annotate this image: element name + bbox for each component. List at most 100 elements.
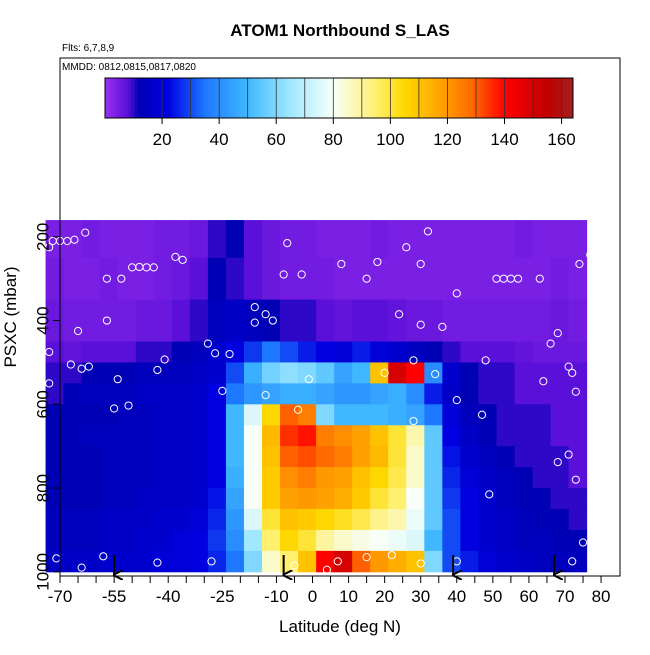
observation-point [225,349,234,359]
chart-title: ATOM1 Northbound S_LAS [230,21,449,40]
colorbar-swatch [245,78,249,118]
observation-point [571,387,580,396]
colorbar-swatch [400,78,404,118]
heat-cell [261,467,281,489]
colorbar-swatch [110,78,115,118]
heat-cell [496,341,515,363]
heat-cell [261,257,281,301]
heat-cell [298,404,317,426]
heat-cell [135,404,155,426]
heat-cell [370,257,389,301]
heat-cell [478,508,497,531]
heat-cell [298,299,317,342]
observation-point [102,316,111,325]
colorbar-swatch [321,78,325,118]
heat-cell [514,362,534,384]
colorbar-swatch [470,78,474,118]
observation-point [102,274,111,283]
heat-cell [388,362,407,384]
heat-cell [243,257,263,301]
heat-cell [81,508,101,531]
heat-cell [261,299,281,342]
heat-cell [514,467,534,489]
colorbar-swatch [116,78,121,118]
heat-cell [442,425,461,447]
colorbar-swatch [154,78,159,118]
colorbar-swatch [137,78,141,118]
heat-cell [442,508,461,531]
heat-cell [99,220,119,259]
heat-cell [370,299,389,342]
heat-cell [442,529,461,552]
colorbar-swatch [207,78,211,118]
colorbar-swatch [183,78,188,118]
heat-cell [388,488,407,510]
heat-cell [460,341,479,363]
colorbar-swatch [262,78,267,118]
x-tick-label: -10 [264,587,289,606]
heat-cell [243,467,263,489]
colorbar-swatch [432,78,436,118]
heat-cell [81,404,101,426]
colorbar-swatch [529,78,533,118]
heat-cell [352,257,371,301]
heat-cell [352,404,371,426]
x-tick-label: -40 [156,587,181,606]
heat-cell [45,446,65,468]
colorbar-swatch [169,78,173,118]
heat-cell [424,425,443,447]
heat-cell [568,220,588,259]
observation-point [481,356,490,365]
annotation: MMDD: 0812,0815,0817,0820 [62,62,196,73]
heat-cell [460,220,479,259]
observation-point [171,252,180,262]
colorbar-swatch [268,78,273,118]
heat-cell [63,220,83,259]
x-tick-label: 70 [556,587,575,606]
heat-cell [496,467,515,489]
heat-cell [81,383,101,405]
observation-point [423,227,433,236]
observation-point [416,320,425,329]
colorbar-swatch [482,78,486,118]
heat-cell [370,362,389,384]
heat-cell [460,299,479,342]
heat-cell [424,362,443,384]
heat-cell [388,299,407,342]
heat-cell [532,220,552,259]
y-tick-label: 600 [33,390,52,418]
x-tick-label: 60 [519,587,538,606]
observation-point [45,347,54,357]
heat-cell [370,425,389,447]
heat-cell [424,299,443,342]
heat-cell [63,299,83,342]
heat-cell [99,257,119,301]
heat-cell [496,446,515,468]
heat-cell [334,508,353,531]
colorbar-tick-label: 120 [433,130,461,149]
heat-cell [225,488,245,510]
heat-cell [45,341,65,363]
heat-cell [334,341,353,363]
observation-point [337,259,346,269]
heat-cell [532,383,552,405]
heatmap [45,220,588,573]
colorbar-swatch [186,78,191,118]
heat-cell [388,257,407,301]
heat-cell [243,529,263,552]
heat-cell [424,550,443,573]
observation-point [77,364,86,373]
colorbar-swatch [318,78,322,118]
heat-cell [406,425,425,447]
heat-cell [117,446,137,468]
colorbar-swatch [412,78,416,118]
colorbar-swatch [499,78,504,118]
heat-cell [63,529,83,552]
heat-cell [388,550,407,573]
heat-cell [225,550,245,573]
heat-cell [406,299,425,342]
heat-cell [135,220,155,259]
colorbar-swatch [166,78,170,118]
colorbar-swatch [552,78,556,118]
heat-cell [352,425,371,447]
